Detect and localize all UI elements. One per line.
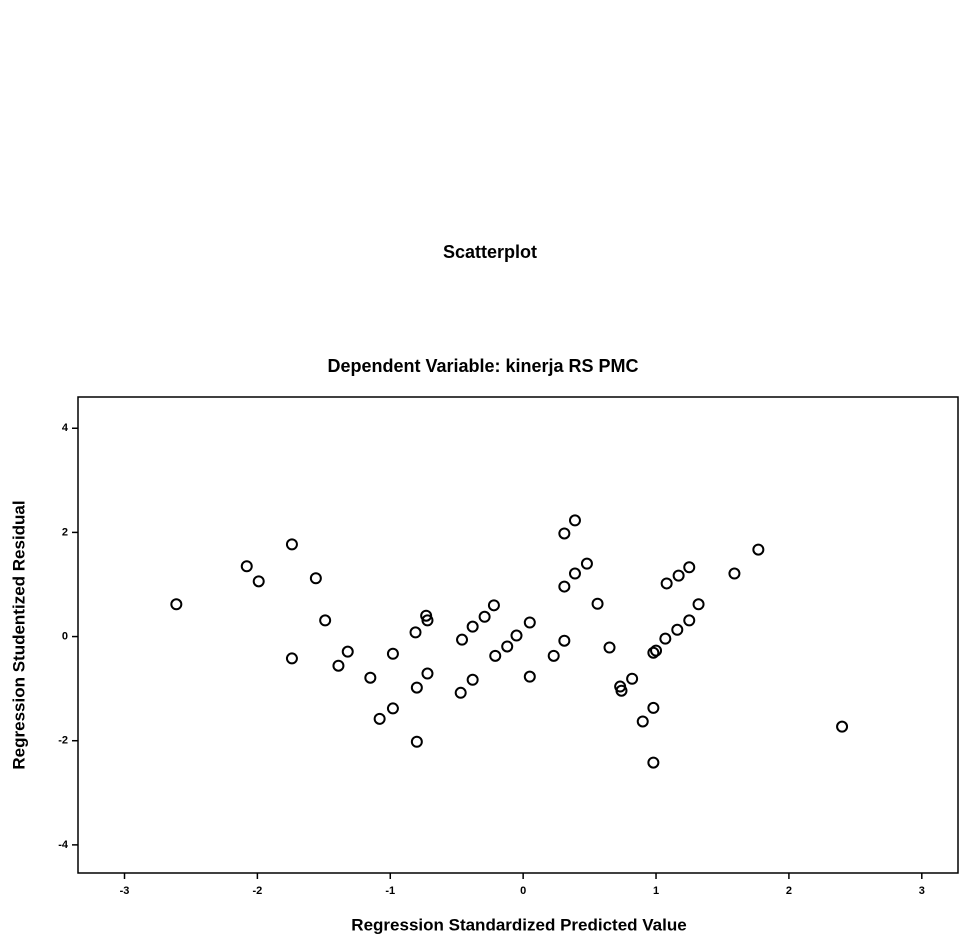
point: [580, 557, 593, 570]
point: [647, 646, 660, 659]
point: [692, 598, 705, 611]
point: [660, 577, 673, 590]
chart-title: Scatterplot: [443, 242, 537, 262]
point: [836, 720, 849, 733]
y-tick-label: -2: [58, 735, 68, 747]
point: [626, 672, 639, 685]
y-axis-label: Regression Studentized Residual: [9, 500, 28, 769]
point: [341, 645, 354, 658]
point: [466, 673, 479, 686]
point: [603, 641, 616, 654]
x-tick-label: 3: [919, 885, 925, 897]
point: [683, 614, 696, 627]
point: [568, 514, 581, 527]
y-tick-label: -4: [58, 839, 69, 851]
point: [386, 647, 399, 660]
point: [671, 623, 684, 636]
point: [558, 527, 571, 540]
point: [615, 684, 628, 697]
x-axis-label: Regression Standardized Predicted Value: [351, 915, 686, 934]
point: [501, 640, 514, 653]
point: [410, 735, 423, 748]
point: [523, 670, 536, 683]
point: [285, 652, 298, 665]
point: [170, 598, 183, 611]
point: [332, 659, 345, 672]
point: [285, 538, 298, 551]
point: [364, 671, 377, 684]
point: [456, 633, 469, 646]
point: [683, 561, 696, 574]
point: [591, 597, 604, 610]
x-tick-label: 0: [520, 885, 526, 897]
point: [386, 702, 399, 715]
point: [309, 572, 322, 585]
point: [523, 616, 536, 629]
point: [650, 644, 663, 657]
point: [752, 543, 765, 556]
x-tick-label: 1: [653, 885, 659, 897]
point: [454, 686, 467, 699]
point: [421, 614, 434, 627]
point: [568, 567, 581, 580]
point: [728, 567, 741, 580]
point: [672, 569, 685, 582]
point: [252, 575, 265, 588]
x-tick-label: -2: [252, 885, 262, 897]
y-tick-label: 4: [62, 422, 69, 434]
chart-subtitle: Dependent Variable: kinerja RS PMC: [327, 356, 638, 376]
point: [558, 634, 571, 647]
point: [510, 629, 523, 642]
point: [558, 580, 571, 593]
point: [240, 560, 253, 573]
point: [647, 756, 660, 769]
point: [489, 649, 502, 662]
point: [421, 667, 434, 680]
x-tick-label: -1: [385, 885, 395, 897]
x-tick-label: -3: [120, 885, 130, 897]
point: [410, 681, 423, 694]
point: [409, 626, 422, 639]
point: [466, 620, 479, 633]
y-tick-label: 0: [62, 630, 68, 642]
point: [636, 715, 649, 728]
plot-frame: [77, 396, 959, 874]
point: [478, 610, 491, 623]
point: [659, 632, 672, 645]
point: [487, 599, 500, 612]
point: [547, 649, 560, 662]
point: [647, 701, 660, 714]
point: [373, 712, 386, 725]
y-tick-label: 2: [62, 526, 68, 538]
point: [319, 614, 332, 627]
x-tick-label: 2: [786, 885, 792, 897]
